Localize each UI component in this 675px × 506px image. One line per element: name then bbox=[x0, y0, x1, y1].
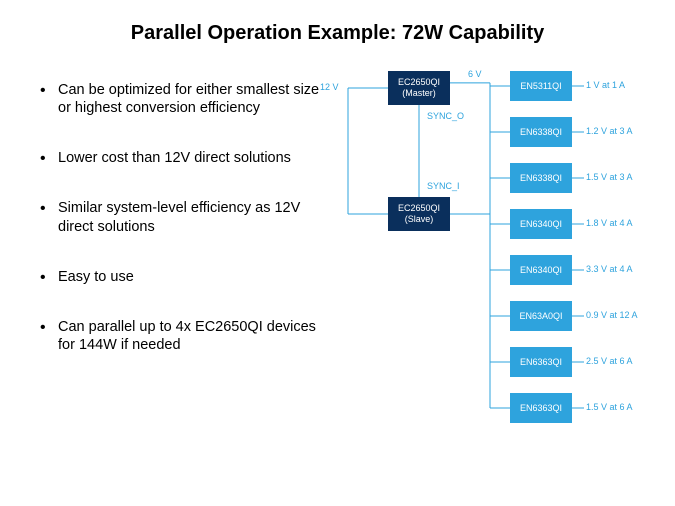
bullet-list: Can be optimized for either smallest siz… bbox=[40, 65, 330, 485]
regulator-node: EN6338QI bbox=[510, 117, 572, 147]
output-spec-label: 0.9 V at 12 A bbox=[586, 310, 656, 320]
regulator-node: EN5311QI bbox=[510, 71, 572, 101]
bullet-item: Can be optimized for either smallest siz… bbox=[40, 81, 330, 117]
bullet-item: Easy to use bbox=[40, 268, 330, 286]
output-spec-label: 1.8 V at 4 A bbox=[586, 218, 656, 228]
sync-in-label: SYNC_I bbox=[427, 181, 460, 191]
regulator-node: EN6340QI bbox=[510, 209, 572, 239]
input-voltage-label: 12 V bbox=[320, 82, 339, 92]
output-spec-label: 2.5 V at 6 A bbox=[586, 356, 656, 366]
regulator-node: EN6363QI bbox=[510, 393, 572, 423]
regulator-node: EN6363QI bbox=[510, 347, 572, 377]
output-spec-label: 1.2 V at 3 A bbox=[586, 126, 656, 136]
bullet-item: Lower cost than 12V direct solutions bbox=[40, 149, 330, 167]
regulator-node: EN63A0QI bbox=[510, 301, 572, 331]
output-spec-label: 1.5 V at 6 A bbox=[586, 402, 656, 412]
sync-out-label: SYNC_O bbox=[427, 111, 464, 121]
master-node: EC2650QI(Master) bbox=[388, 71, 450, 105]
bullet-item: Similar system-level efficiency as 12V d… bbox=[40, 199, 330, 235]
output-spec-label: 3.3 V at 4 A bbox=[586, 264, 656, 274]
output-spec-label: 1 V at 1 A bbox=[586, 80, 656, 90]
output-spec-label: 1.5 V at 3 A bbox=[586, 172, 656, 182]
page-title: Parallel Operation Example: 72W Capabili… bbox=[0, 0, 675, 45]
bus-voltage-label: 6 V bbox=[468, 69, 482, 79]
regulator-node: EN6338QI bbox=[510, 163, 572, 193]
bullet-item: Can parallel up to 4x EC2650QI devices f… bbox=[40, 318, 330, 354]
content-row: Can be optimized for either smallest siz… bbox=[0, 45, 675, 485]
block-diagram: 12 V6 VSYNC_OSYNC_IEC2650QI(Master)EC265… bbox=[330, 65, 660, 485]
slave-node: EC2650QI(Slave) bbox=[388, 197, 450, 231]
regulator-node: EN6340QI bbox=[510, 255, 572, 285]
